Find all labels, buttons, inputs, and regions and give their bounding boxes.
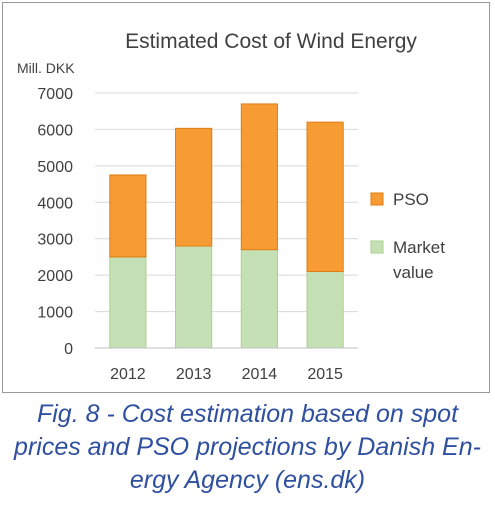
caption-line: ergy Agency (ens.dk) (129, 466, 366, 494)
bar-segment-pso-2014 (240, 103, 278, 251)
bar-segment-pso-2015 (306, 121, 344, 273)
legend-swatch-pso (370, 192, 384, 206)
y-axis-unit-label: Mill. DKK (17, 60, 75, 76)
figure-caption: Fig. 8 - Cost estimation based on spot p… (0, 398, 495, 497)
bar-segment-market-value-2014 (240, 249, 278, 349)
x-tick-label: 2014 (242, 366, 278, 383)
legend-label-market-value-line1: Market (393, 238, 445, 257)
bar-segment-market-value-2012 (109, 256, 147, 349)
caption-line: Fig. 8 - Cost estimation based on spot (36, 400, 459, 428)
y-tick-label: 6000 (37, 122, 73, 139)
x-tick-label: 2012 (110, 366, 146, 383)
chart-title: Estimated Cost of Wind Energy (125, 30, 417, 53)
chart-frame: Estimated Cost of Wind Energy Mill. DKK … (2, 2, 490, 393)
legend-label-market-value-line2: value (393, 263, 434, 282)
bar-segment-pso-2012 (109, 174, 147, 258)
y-tick-label: 7000 (37, 86, 73, 103)
x-tick-label: 2015 (307, 366, 343, 383)
y-tick-label: 4000 (37, 195, 73, 212)
caption-line: prices and PSO projections by Danish En- (14, 433, 481, 461)
y-tick-label: 0 (64, 341, 73, 358)
y-tick-label: 1000 (37, 305, 73, 322)
bar-segment-pso-2013 (175, 127, 213, 247)
x-tick-label: 2013 (176, 366, 212, 383)
legend-label-pso: PSO (393, 190, 429, 209)
y-tick-label: 3000 (37, 232, 73, 249)
legend-swatch-market-value (370, 240, 384, 254)
legend: PSO Market value (370, 190, 445, 282)
stacked-bar-chart: Estimated Cost of Wind Energy Mill. DKK … (17, 30, 445, 383)
bar-segment-market-value-2013 (175, 245, 213, 349)
bar-segment-market-value-2015 (306, 271, 344, 349)
y-tick-label: 2000 (37, 268, 73, 285)
y-tick-label: 5000 (37, 159, 73, 176)
